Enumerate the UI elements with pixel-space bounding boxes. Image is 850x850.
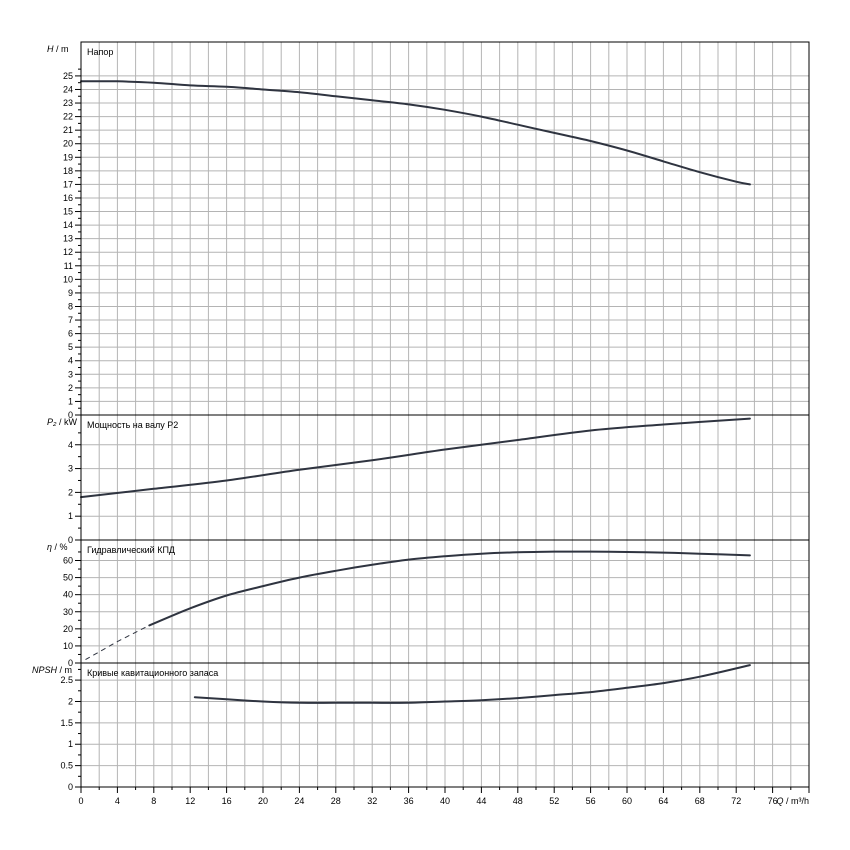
x-tick-label: 8: [151, 796, 156, 806]
npsh-curve-solid: [193, 664, 751, 704]
head-y-tick-label: 21: [63, 125, 73, 135]
npsh-y-tick-label: 2.5: [60, 675, 73, 685]
x-tick-label: 0: [78, 796, 83, 806]
head-panel-title: Напор: [87, 47, 113, 57]
npsh-y-tick-label: 1.5: [60, 718, 73, 728]
head-y-tick-label: 12: [63, 247, 73, 257]
power-panel-title: Мощность на валу P2: [87, 420, 178, 430]
efficiency-curve-solid: [148, 550, 751, 627]
head-y-tick-label: 24: [63, 84, 73, 94]
efficiency-curve-dashed: [85, 624, 150, 661]
head-y-tick-label: 15: [63, 207, 73, 217]
efficiency-y-tick-label: 30: [63, 607, 73, 617]
efficiency-y-tick-label: 10: [63, 641, 73, 651]
x-tick-label: 52: [549, 796, 559, 806]
x-tick-label: 36: [404, 796, 414, 806]
label-layer: 0123456789101112131415161718192021222324…: [32, 44, 809, 806]
head-y-tick-label: 0: [68, 410, 73, 420]
power-y-tick-label: 4: [68, 440, 73, 450]
head-y-tick-label: 3: [68, 369, 73, 379]
power-y-axis-label: P₂ / kW: [47, 417, 77, 427]
efficiency-y-tick-label: 20: [63, 624, 73, 634]
x-tick-label: 72: [731, 796, 741, 806]
curve-layer: [80, 80, 751, 704]
head-y-tick-label: 13: [63, 234, 73, 244]
x-tick-label: 28: [331, 796, 341, 806]
tick-layer: [75, 68, 810, 793]
head-y-tick-label: 4: [68, 356, 73, 366]
power-y-tick-label: 2: [68, 487, 73, 497]
x-tick-label: 68: [695, 796, 705, 806]
npsh-y-axis-label: NPSH / m: [32, 665, 72, 675]
head-y-tick-label: 19: [63, 152, 73, 162]
efficiency-y-tick-label: 0: [68, 658, 73, 668]
x-tick-label: 64: [658, 796, 668, 806]
x-tick-label: 44: [476, 796, 486, 806]
x-tick-label: 12: [185, 796, 195, 806]
npsh-y-tick-label: 2: [68, 696, 73, 706]
head-y-tick-label: 7: [68, 315, 73, 325]
head-y-tick-label: 18: [63, 166, 73, 176]
x-tick-label: 16: [222, 796, 232, 806]
x-tick-label: 60: [622, 796, 632, 806]
x-axis-label: Q / m³/h: [776, 796, 809, 806]
x-tick-label: 32: [367, 796, 377, 806]
x-tick-label: 56: [586, 796, 596, 806]
npsh-y-tick-label: 0.5: [60, 761, 73, 771]
power-y-tick-label: 1: [68, 511, 73, 521]
head-y-tick-label: 2: [68, 383, 73, 393]
x-tick-label: 4: [115, 796, 120, 806]
efficiency-y-tick-label: 60: [63, 556, 73, 566]
npsh-y-tick-label: 1: [68, 739, 73, 749]
head-y-tick-label: 1: [68, 396, 73, 406]
x-tick-label: 24: [294, 796, 304, 806]
power-y-tick-label: 3: [68, 464, 73, 474]
head-y-tick-label: 20: [63, 139, 73, 149]
efficiency-panel-title: Гидравлический КПД: [87, 545, 175, 555]
head-y-tick-label: 6: [68, 329, 73, 339]
head-y-tick-label: 17: [63, 179, 73, 189]
head-y-tick-label: 11: [64, 261, 73, 271]
x-tick-label: 48: [513, 796, 523, 806]
head-y-tick-label: 5: [68, 342, 73, 352]
npsh-panel-title: Кривые кавитационного запаса: [87, 668, 218, 678]
head-curve-solid: [80, 80, 751, 186]
npsh-y-tick-label: 0: [68, 782, 73, 792]
efficiency-y-tick-label: 40: [63, 590, 73, 600]
head-y-tick-label: 25: [63, 71, 73, 81]
head-y-axis-label: H / m: [47, 44, 69, 54]
x-tick-label: 20: [258, 796, 268, 806]
x-tick-label: 76: [768, 796, 778, 806]
x-tick-label: 40: [440, 796, 450, 806]
head-y-tick-label: 8: [68, 301, 73, 311]
power-curve-solid: [80, 417, 751, 499]
head-y-tick-label: 22: [63, 112, 73, 122]
head-y-tick-label: 9: [68, 288, 73, 298]
frame-layer: [80, 41, 810, 788]
head-y-tick-label: 16: [63, 193, 73, 203]
efficiency-y-axis-label: η / %: [47, 542, 68, 552]
power-y-tick-label: 0: [68, 535, 73, 545]
head-y-tick-label: 23: [63, 98, 73, 108]
head-y-tick-label: 10: [63, 274, 73, 284]
efficiency-y-tick-label: 50: [63, 573, 73, 583]
head-y-tick-label: 14: [63, 220, 73, 230]
